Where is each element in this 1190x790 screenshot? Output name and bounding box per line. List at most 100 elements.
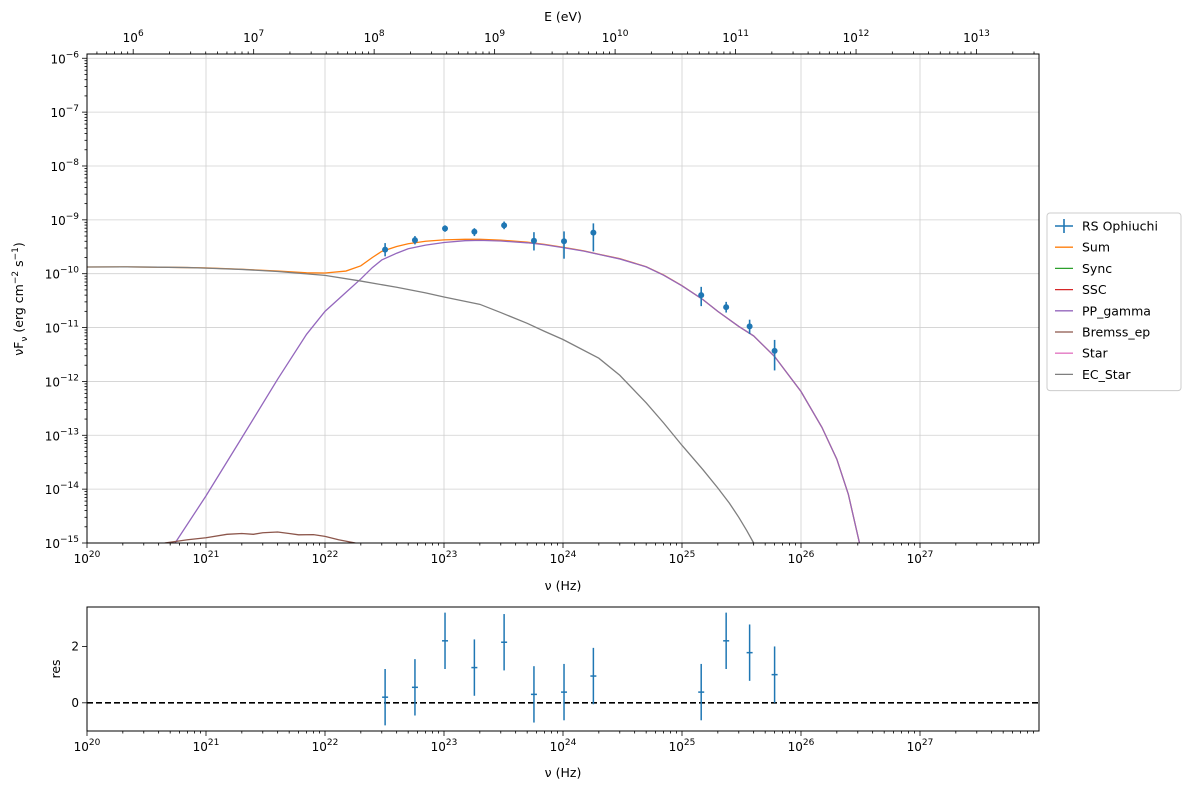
y-tick-label: 10−9 — [50, 212, 79, 228]
y-tick-label: 10−13 — [45, 427, 79, 443]
y-tick-label: 10−8 — [50, 158, 79, 174]
top-x-tick-label: 1010 — [602, 29, 629, 45]
x-tick-label: 1024 — [550, 550, 577, 566]
legend-label: EC_Star — [1082, 367, 1131, 382]
data-marker — [501, 222, 508, 229]
x-axis-label: ν (Hz) — [545, 578, 582, 593]
model-curves — [87, 238, 861, 543]
series-pp-gamma-line — [174, 239, 861, 543]
data-point — [530, 232, 537, 251]
x-tick-label: 1022 — [312, 550, 339, 566]
legend-entry: SSC — [1055, 282, 1107, 297]
x-tick-label: 1026 — [788, 550, 815, 566]
y-tick-label: 10−11 — [45, 320, 79, 336]
y-tick-label: 10−14 — [45, 481, 80, 497]
residual-x-tick-label: 1027 — [907, 738, 934, 754]
residual-point — [746, 624, 753, 681]
legend-label: Star — [1082, 346, 1108, 361]
y-axis: 10−15 10−14 10−13 10−12 10−11 10−10 10−9 10−8 10… — [45, 50, 87, 551]
residual-x-tick-label: 1023 — [431, 738, 458, 754]
series-sum-line — [87, 238, 861, 543]
data-point — [471, 228, 478, 237]
data-point — [698, 286, 705, 307]
residual-x-axis: 1020 1021 1022 1023 1024 1025 1026 1027 — [74, 731, 1034, 754]
data-marker — [561, 238, 568, 245]
top-x-tick-label: 1011 — [722, 29, 749, 45]
top-x-tick-label: 1013 — [963, 29, 990, 45]
residual-y-axis-label: res — [48, 659, 63, 678]
data-points — [382, 221, 778, 371]
legend-entry: Bremss_ep — [1055, 325, 1150, 340]
data-marker — [771, 347, 778, 354]
x-tick-label: 1021 — [193, 550, 220, 566]
x-tick-label: 1020 — [74, 550, 101, 566]
top-x-tick-label: 107 — [243, 29, 264, 45]
legend-box — [1046, 212, 1182, 392]
data-point — [411, 236, 418, 245]
data-point — [501, 221, 508, 230]
top-x-tick-label: 106 — [123, 29, 144, 45]
data-marker — [590, 229, 597, 236]
residual-point — [723, 612, 730, 669]
data-point — [442, 225, 449, 232]
top-x-tick-label: 1012 — [843, 29, 870, 45]
residual-x-tick-label: 1025 — [669, 738, 696, 754]
data-point — [746, 319, 753, 334]
data-point — [561, 231, 568, 259]
residual-point — [411, 659, 418, 716]
residual-x-tick-label: 1022 — [312, 738, 339, 754]
residual-frame — [86, 606, 1040, 732]
residual-y-axis: 02 — [71, 639, 87, 710]
residual-point — [471, 639, 478, 696]
residual-x-tick-label: 1021 — [193, 738, 220, 754]
y-tick-label: 10−15 — [45, 535, 79, 551]
data-marker — [411, 237, 418, 244]
legend: RS Ophiuchi Sum Sync SSC PP_gamma Bremss_ep St… — [1046, 212, 1182, 392]
data-point — [723, 301, 730, 313]
legend-label: PP_gamma — [1082, 303, 1151, 318]
legend-entry: Sync — [1055, 261, 1112, 276]
x-tick-label: 1023 — [431, 550, 458, 566]
data-marker — [471, 228, 478, 235]
series-ec-star-line — [87, 266, 755, 543]
top-x-axis-label: E (eV) — [544, 9, 582, 24]
legend-entry: Sum — [1055, 240, 1110, 255]
data-marker — [723, 304, 730, 311]
grid — [86, 54, 1039, 544]
legend-label: Bremss_ep — [1082, 325, 1150, 340]
residual-points — [382, 612, 778, 726]
residual-x-axis-label: ν (Hz) — [545, 765, 582, 780]
legend-label: Sync — [1082, 261, 1112, 276]
residual-y-tick-label: 0 — [71, 696, 79, 710]
residual-point — [442, 612, 449, 669]
x-axis: 1020 1021 1022 1023 1024 1025 1026 1027 — [74, 543, 1034, 566]
y-tick-label: 10−7 — [50, 104, 79, 120]
residual-point — [530, 666, 537, 723]
x-tick-label: 1025 — [669, 550, 696, 566]
residual-x-tick-label: 1020 — [74, 738, 101, 754]
data-point — [382, 243, 389, 257]
legend-label: RS Ophiuchi — [1082, 219, 1158, 234]
legend-entry: EC_Star — [1055, 367, 1131, 382]
y-tick-label: 10−6 — [50, 50, 79, 66]
residual-point — [561, 663, 568, 721]
legend-label: SSC — [1082, 282, 1107, 297]
data-point — [590, 223, 597, 252]
legend-label: Sum — [1082, 240, 1110, 255]
residual-x-tick-label: 1026 — [788, 738, 815, 754]
legend-entry: RS Ophiuchi — [1055, 219, 1158, 234]
residual-point — [771, 646, 778, 703]
top-x-tick-label: 109 — [484, 29, 505, 45]
data-marker — [442, 225, 449, 232]
residual-point — [590, 647, 597, 705]
data-marker — [530, 237, 537, 244]
residual-point — [698, 663, 705, 721]
data-marker — [382, 246, 389, 253]
series-bremss-ep-line — [164, 531, 356, 543]
legend-entry: PP_gamma — [1055, 303, 1151, 318]
top-x-axis: 106 107 108 109 1010 1011 1012 1013 — [96, 29, 1035, 54]
residual-point — [382, 669, 389, 726]
residual-y-tick-label: 2 — [71, 639, 79, 653]
